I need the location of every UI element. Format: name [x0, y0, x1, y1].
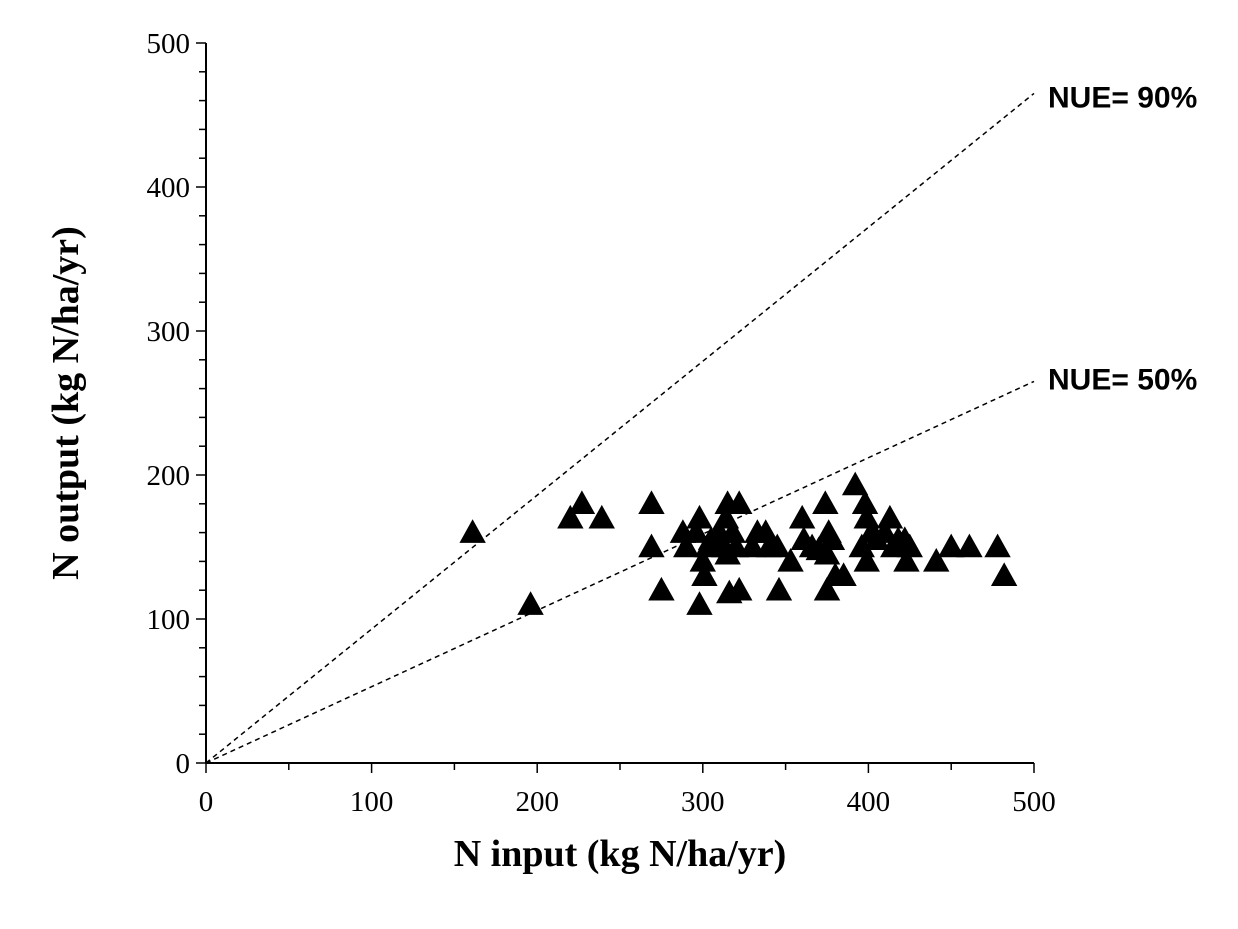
- x-tick-label: 300: [681, 786, 725, 818]
- reference-lines: [205, 92, 1035, 764]
- data-point-triangle: [818, 526, 846, 550]
- data-point-triangle: [686, 591, 713, 615]
- data-point-triangle: [726, 490, 753, 514]
- x-axis-title: N input (kg N/ha/yr): [454, 833, 787, 875]
- data-point-triangle: [568, 490, 596, 514]
- data-point-triangle: [764, 533, 791, 558]
- x-axis-ticks: [205, 763, 1035, 773]
- x-tick-label: 200: [515, 786, 559, 818]
- data-point-triangle: [893, 547, 920, 572]
- reference-line-label: NUE= 90%: [1048, 81, 1197, 114]
- y-tick-label: 400: [147, 172, 191, 204]
- data-point-triangle: [682, 519, 710, 543]
- x-tick-label: 100: [350, 786, 394, 818]
- data-point-triangle: [557, 504, 584, 529]
- data-point-triangle: [722, 533, 750, 558]
- data-point-triangle: [673, 533, 700, 558]
- data-point-triangle: [938, 533, 965, 558]
- data-point-triangle: [777, 547, 804, 572]
- data-point-triangle: [896, 533, 923, 558]
- data-points: [459, 471, 1018, 615]
- data-point-triangle: [739, 533, 766, 558]
- data-point-triangle: [812, 490, 839, 514]
- y-tick-label: 200: [147, 460, 191, 492]
- data-point-triangle: [830, 562, 857, 586]
- data-point-triangle: [691, 562, 718, 586]
- data-point-triangle: [765, 576, 793, 601]
- y-tick-label: 300: [147, 316, 191, 348]
- reference-line-labels: NUE= 90% NUE= 50%: [1048, 81, 1197, 396]
- data-point-triangle: [638, 533, 665, 558]
- data-point-triangle: [517, 591, 544, 615]
- y-tick-label: 0: [176, 748, 191, 780]
- data-point-triangle: [459, 519, 486, 543]
- data-point-triangle: [984, 533, 1011, 558]
- data-point-triangle: [813, 576, 841, 601]
- data-point-triangle: [588, 504, 615, 529]
- reference-line: [205, 380, 1035, 764]
- y-tick-label: 100: [147, 604, 191, 636]
- data-point-triangle: [956, 533, 983, 558]
- data-point-triangle: [923, 547, 950, 572]
- x-tick-label: 500: [1012, 786, 1056, 818]
- y-axis-tick-labels: 0 100 200 300 400 500: [147, 28, 191, 780]
- axes: [205, 43, 1034, 764]
- data-point-triangle: [853, 547, 880, 572]
- data-point-triangle: [841, 471, 869, 496]
- data-point-triangle: [686, 504, 713, 529]
- reference-line: [205, 92, 1035, 764]
- x-axis-tick-labels: 0 100 200 300 400 500: [199, 786, 1056, 818]
- data-point-triangle: [813, 540, 841, 565]
- data-point-triangle: [648, 576, 675, 601]
- data-point-triangle: [638, 490, 665, 514]
- data-point-triangle: [871, 519, 899, 543]
- data-point-triangle: [788, 504, 816, 529]
- y-axis-title: N output (kg N/ha/yr): [45, 226, 87, 580]
- x-tick-label: 0: [199, 786, 214, 818]
- data-point-triangle: [876, 504, 904, 529]
- reference-line-label: NUE= 50%: [1048, 363, 1197, 396]
- x-tick-label: 400: [847, 786, 891, 818]
- y-tick-label: 500: [147, 28, 191, 60]
- y-axis-ticks: [196, 42, 206, 764]
- data-point-triangle: [726, 576, 753, 601]
- data-point-triangle: [990, 562, 1018, 586]
